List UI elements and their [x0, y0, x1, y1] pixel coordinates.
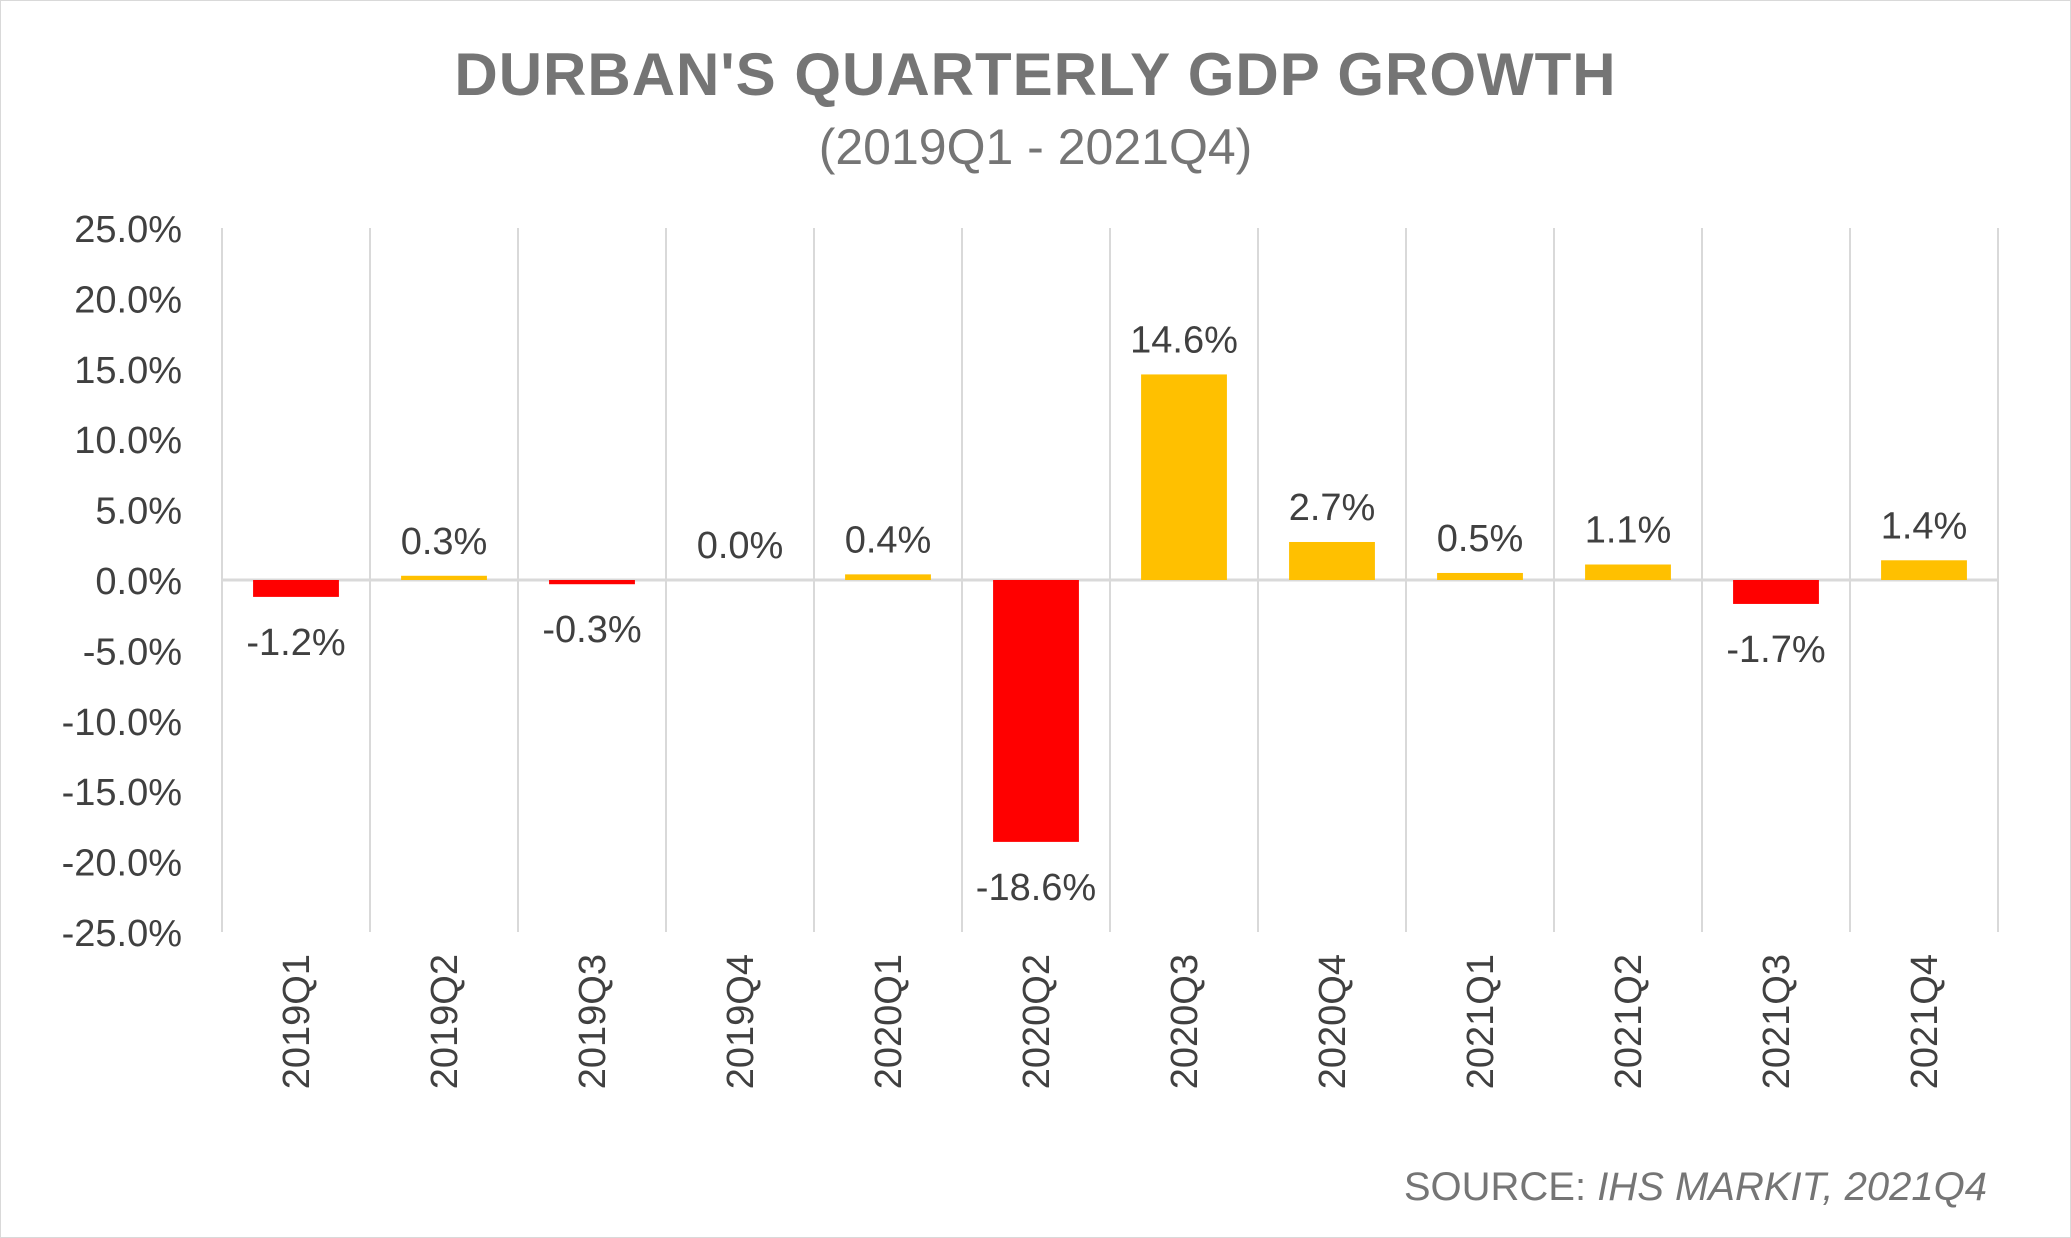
data-label: 0.5%	[1437, 518, 1524, 560]
source-note: SOURCE: IHS MARKIT, 2021Q4	[1404, 1165, 1987, 1210]
y-tick-label: 10.0%	[74, 420, 182, 462]
data-label: -18.6%	[976, 867, 1096, 909]
y-tick-label: -10.0%	[62, 702, 182, 744]
data-label: 2.7%	[1289, 487, 1376, 529]
x-tick-label: 2020Q3	[1164, 954, 1206, 1089]
source-prefix: SOURCE:	[1403, 1165, 1598, 1209]
y-tick-label: -20.0%	[62, 843, 182, 885]
bar-2020Q1	[845, 574, 931, 580]
x-tick-label: 2019Q3	[572, 954, 614, 1089]
x-tick-label: 2021Q4	[1904, 954, 1946, 1089]
bar-2019Q1	[253, 580, 339, 597]
bar-2019Q3	[549, 580, 635, 585]
data-label: 0.0%	[697, 525, 784, 567]
data-label: -1.2%	[246, 622, 345, 664]
bar-2021Q2	[1585, 564, 1671, 580]
source-name: IHS MARKIT, 2021Q4	[1597, 1165, 1987, 1209]
chart-subtitle: (2019Q1 - 2021Q4)	[818, 119, 1253, 175]
y-tick-label: -15.0%	[62, 772, 182, 814]
x-tick-label: 2021Q1	[1460, 954, 1502, 1089]
x-tick-label: 2019Q1	[276, 954, 318, 1089]
y-tick-label: -5.0%	[83, 631, 182, 673]
y-tick-label: 20.0%	[74, 279, 182, 321]
data-label: 14.6%	[1130, 319, 1238, 361]
y-tick-label: 5.0%	[95, 491, 182, 533]
data-label: 1.1%	[1585, 510, 1672, 552]
y-tick-label: 15.0%	[74, 350, 182, 392]
y-tick-label: -25.0%	[62, 913, 182, 955]
x-tick-label: 2020Q1	[868, 954, 910, 1089]
x-tick-label: 2021Q3	[1756, 954, 1798, 1089]
data-label: 1.4%	[1881, 505, 1968, 547]
data-label: -1.7%	[1726, 629, 1825, 671]
data-label: 0.3%	[401, 521, 488, 563]
bar-2019Q2	[401, 575, 487, 580]
bar-2021Q3	[1733, 580, 1819, 604]
chart-title: DURBAN'S QUARTERLY GDP GROWTH	[454, 41, 1617, 108]
x-tick-label: 2020Q4	[1312, 954, 1354, 1089]
x-tick-label: 2021Q2	[1608, 954, 1650, 1089]
x-tick-label: 2019Q2	[424, 954, 466, 1089]
x-tick-label: 2019Q4	[720, 954, 762, 1089]
bar-2021Q1	[1437, 572, 1523, 580]
bar-2021Q4	[1881, 560, 1967, 580]
bar-2020Q2	[993, 580, 1079, 842]
bar-2020Q4	[1289, 541, 1375, 580]
y-tick-label: 0.0%	[95, 561, 182, 603]
data-label: -0.3%	[542, 609, 641, 651]
bar-2020Q3	[1141, 374, 1227, 580]
y-tick-label: 25.0%	[74, 209, 182, 251]
data-label: 0.4%	[845, 519, 932, 561]
x-tick-label: 2020Q2	[1016, 954, 1058, 1089]
